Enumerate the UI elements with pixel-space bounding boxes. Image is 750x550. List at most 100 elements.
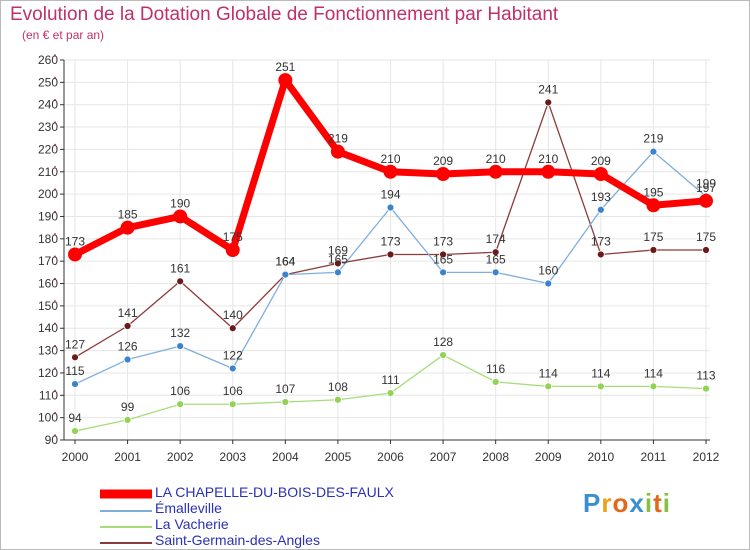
data-point [228, 364, 237, 373]
data-label: 165 [328, 252, 348, 266]
data-point [386, 203, 395, 212]
data-label: 111 [381, 373, 400, 387]
data-point [173, 209, 188, 224]
y-tick-label: 240 [38, 98, 58, 112]
data-point [439, 250, 447, 259]
data-point [228, 324, 237, 333]
data-point [281, 398, 290, 406]
data-label: 165 [433, 252, 453, 266]
data-point [488, 164, 503, 179]
data-label: 107 [275, 382, 295, 396]
legend-swatch [100, 542, 152, 544]
y-tick-label: 140 [38, 321, 58, 335]
y-tick-label: 250 [38, 75, 58, 89]
data-point [702, 384, 710, 393]
legend-label: Émalleville [155, 500, 222, 516]
data-label: 140 [223, 308, 243, 322]
data-label: 106 [223, 384, 243, 398]
data-point [596, 205, 605, 214]
data-point [71, 380, 79, 389]
y-tick-label: 170 [38, 254, 58, 268]
y-tick-label: 260 [38, 53, 58, 67]
data-label: 114 [644, 366, 663, 380]
data-label: 114 [591, 366, 610, 380]
data-point [386, 389, 395, 397]
data-label: 185 [118, 208, 138, 222]
data-label: 128 [433, 335, 453, 349]
data-label: 195 [643, 185, 663, 199]
data-label: 173 [380, 234, 400, 248]
data-label: 126 [118, 340, 138, 354]
x-tick-label: 2008 [482, 450, 509, 464]
data-label: 194 [380, 188, 400, 202]
data-label: 141 [118, 306, 138, 320]
x-tick-label: 2003 [219, 450, 246, 464]
data-point [596, 250, 605, 259]
y-tick-label: 130 [38, 344, 58, 358]
data-point [176, 342, 185, 351]
data-label: 174 [486, 232, 506, 246]
data-label: 251 [275, 60, 295, 74]
data-label: 169 [328, 243, 348, 257]
data-label: 115 [65, 364, 84, 378]
data-point [541, 164, 556, 179]
x-tick-label: 2010 [587, 450, 614, 464]
y-tick-label: 160 [38, 277, 58, 291]
data-label: 108 [328, 380, 348, 394]
data-point [334, 268, 342, 277]
legend-swatch [100, 526, 152, 528]
data-point [544, 382, 553, 391]
y-tick-label: 100 [38, 411, 58, 425]
data-point [386, 250, 395, 259]
x-tick-label: 2006 [377, 450, 404, 464]
legend-swatch [100, 489, 152, 499]
y-tick-label: 190 [38, 209, 58, 223]
y-tick-label: 200 [38, 187, 58, 201]
data-point [68, 247, 82, 262]
data-label: 122 [223, 348, 243, 362]
x-tick-label: 2005 [325, 450, 352, 464]
data-point [383, 164, 398, 179]
data-label: 99 [121, 400, 135, 414]
x-tick-label: 2002 [167, 450, 194, 464]
x-tick-label: 2012 [693, 450, 720, 464]
data-point [281, 270, 290, 279]
data-point [596, 382, 605, 391]
data-label: 113 [696, 369, 715, 383]
data-label: 160 [538, 264, 558, 278]
y-tick-label: 220 [38, 142, 58, 156]
data-point [176, 277, 185, 286]
legend-label: LA CHAPELLE-DU-BOIS-DES-FAULX [155, 484, 394, 500]
x-tick-label: 2011 [641, 450, 667, 464]
data-point [278, 73, 293, 88]
data-label: 209 [591, 154, 611, 168]
y-tick-label: 110 [39, 388, 58, 402]
chart-subtitle: (en € et par an) [22, 28, 105, 42]
x-tick-label: 2001 [114, 450, 141, 464]
data-point [334, 259, 342, 268]
data-point [120, 220, 135, 235]
legend-label: La Vacherie [155, 516, 229, 532]
data-point [649, 246, 658, 254]
data-point [176, 400, 185, 409]
data-point [491, 248, 500, 257]
data-point [649, 382, 658, 391]
data-point [334, 395, 342, 404]
data-label: 210 [380, 152, 400, 166]
data-label: 116 [486, 362, 505, 376]
data-label: 193 [591, 190, 611, 204]
x-tick-label: 2009 [535, 450, 562, 464]
y-tick-label: 180 [38, 232, 58, 246]
data-point [646, 198, 661, 213]
data-point [225, 243, 240, 257]
data-label: 164 [275, 255, 295, 269]
data-point [228, 400, 237, 409]
y-tick-label: 90 [45, 433, 59, 447]
data-label: 219 [328, 132, 348, 146]
data-point [123, 415, 132, 424]
data-point [439, 268, 447, 277]
data-point [439, 351, 447, 359]
data-point [491, 268, 500, 277]
data-label: 114 [539, 366, 558, 380]
